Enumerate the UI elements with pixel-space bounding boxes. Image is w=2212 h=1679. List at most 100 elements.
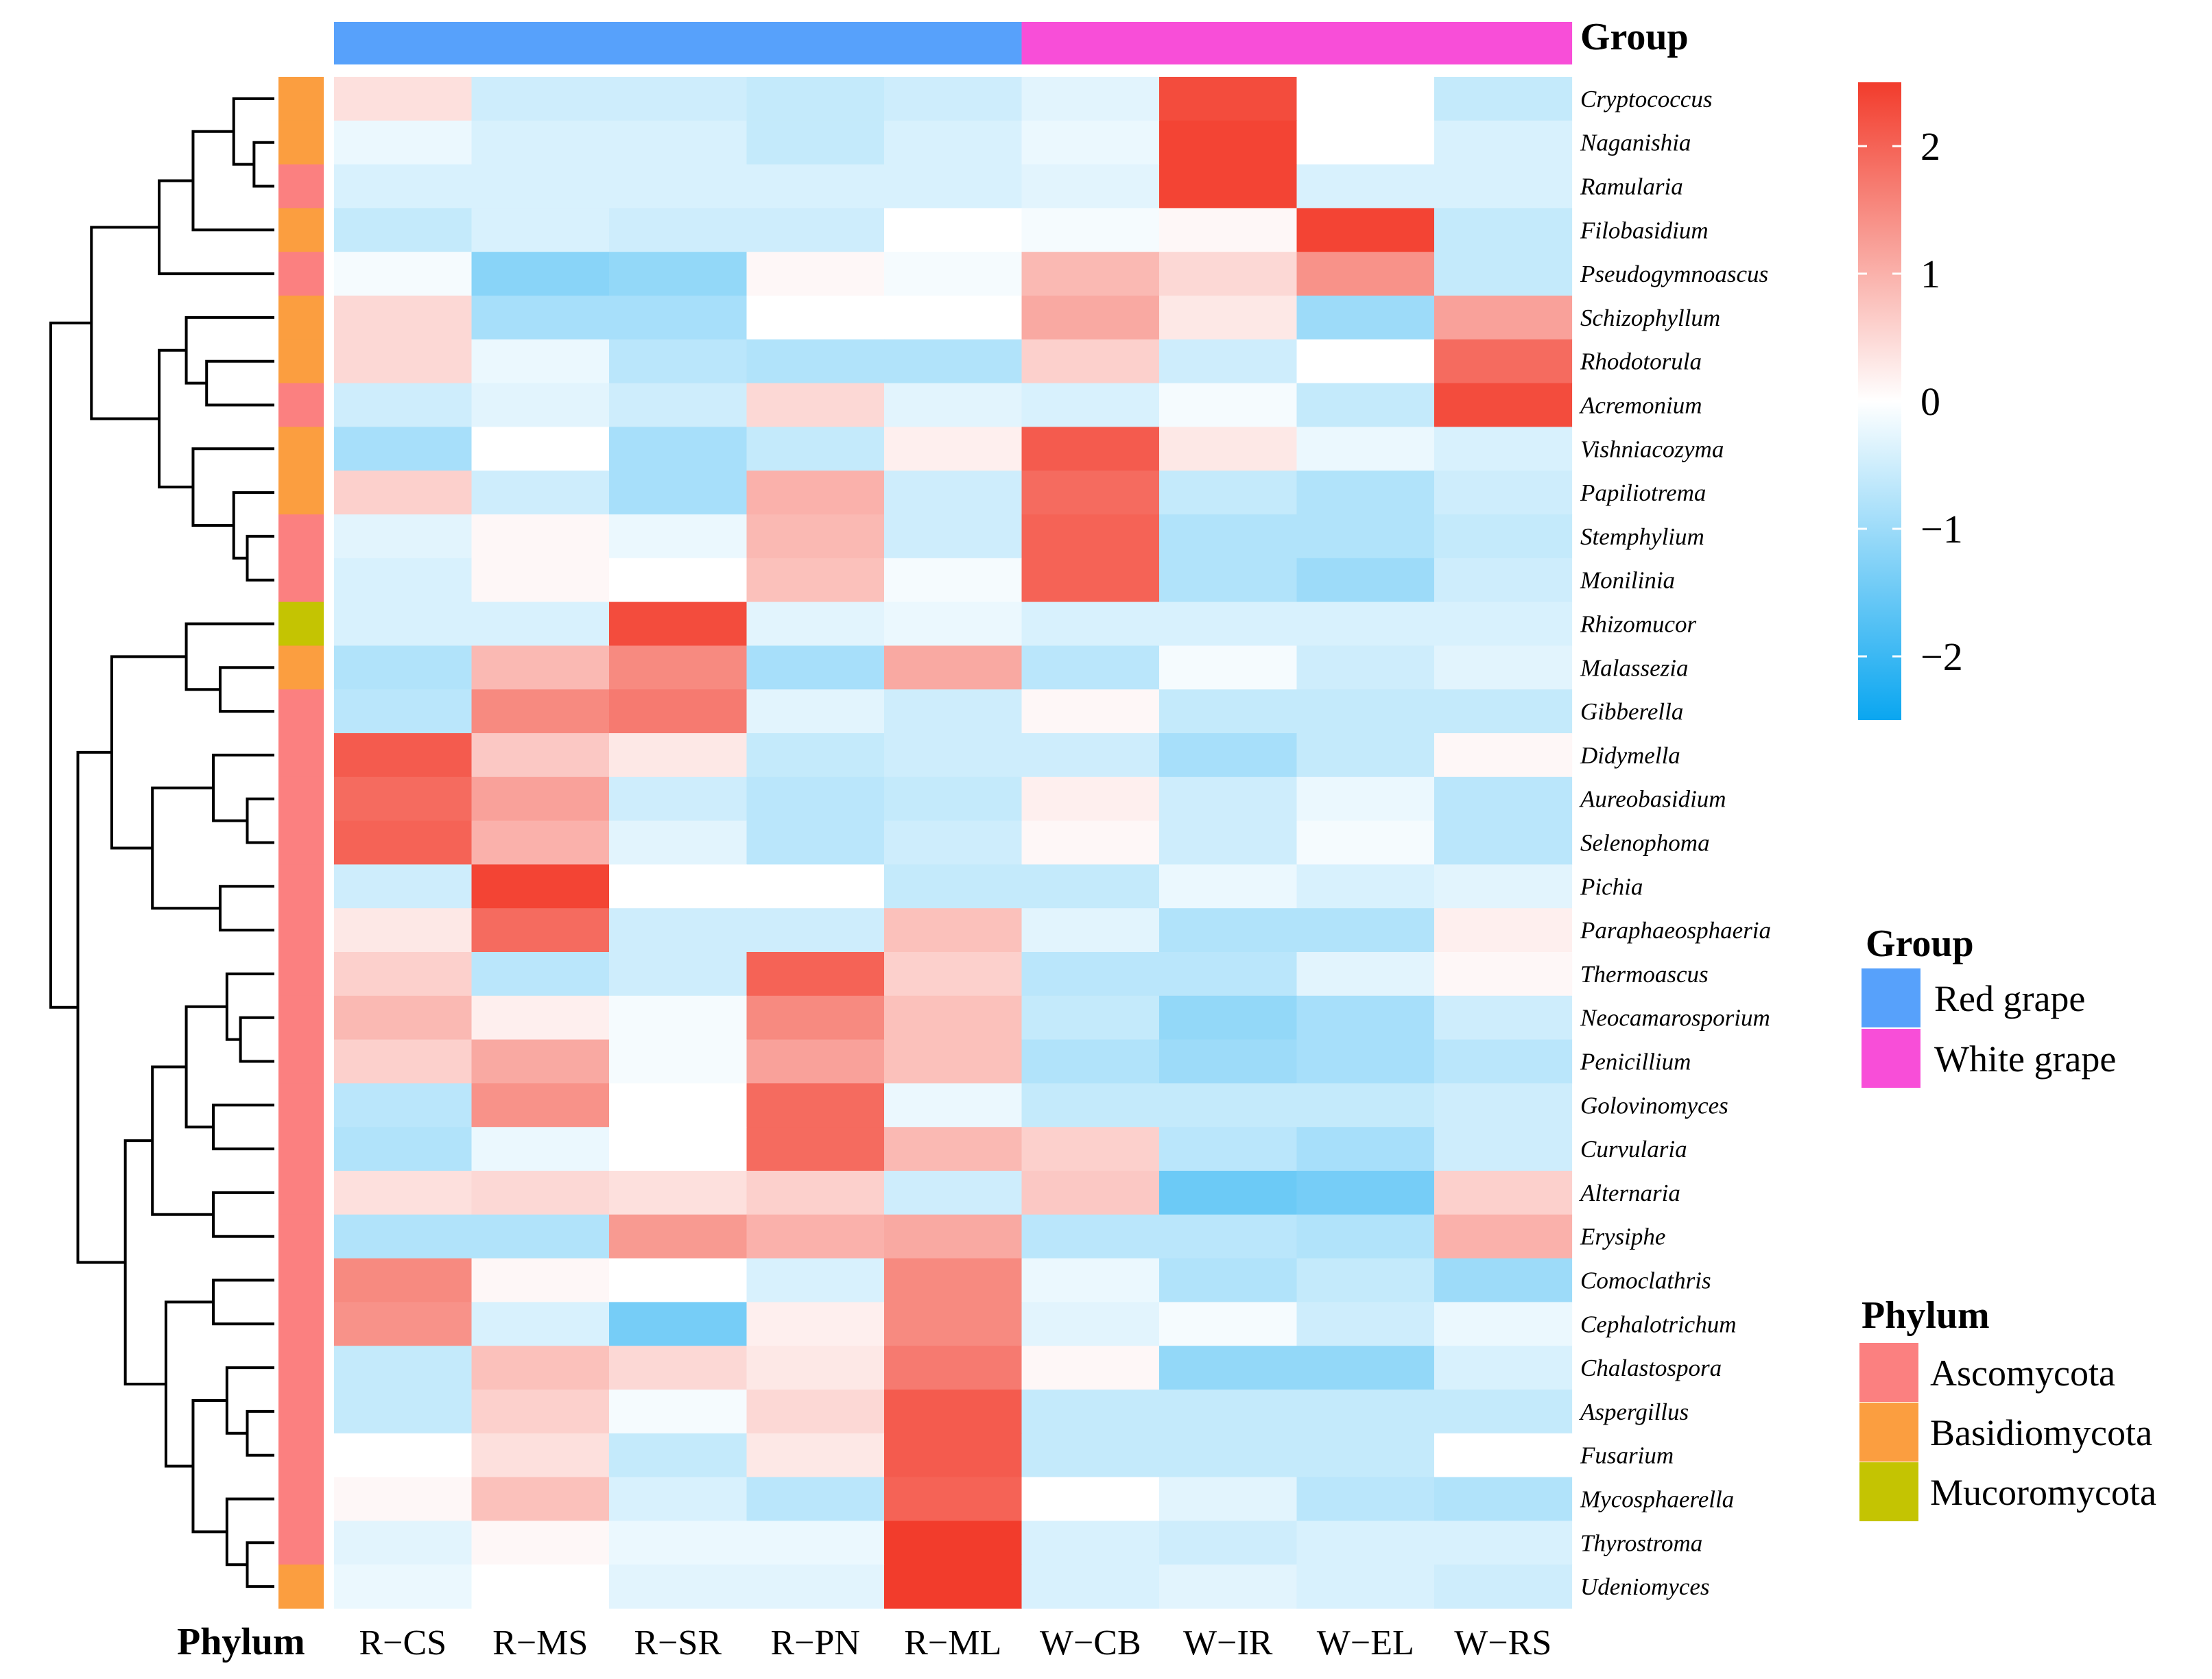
heatmap-cell <box>1159 77 1298 121</box>
heatmap-cell <box>609 1433 748 1478</box>
phylum-annotation-cell <box>278 252 324 296</box>
heatmap-cell <box>884 1258 1023 1302</box>
heatmap-cell <box>471 164 610 209</box>
heatmap-cell <box>471 296 610 340</box>
group-annotation-cell <box>609 22 748 64</box>
heatmap-cell <box>746 296 885 340</box>
heatmap-cell <box>1296 427 1435 471</box>
heatmap-cell <box>1296 645 1435 690</box>
color-scale-ticks: 2 1 0 −1 −2 <box>1858 124 1963 679</box>
heatmap-cell <box>471 1477 610 1521</box>
heatmap-cell <box>334 864 473 909</box>
heatmap-cell <box>1296 1258 1435 1302</box>
heatmap-cell <box>1296 383 1435 427</box>
heatmap-cell <box>884 733 1023 778</box>
heatmap-cell <box>884 208 1023 252</box>
color-scale-tick-label: 1 <box>1920 252 1940 296</box>
heatmap-cell <box>884 558 1023 603</box>
heatmap-cell <box>334 383 473 427</box>
row-label: Golovinomyces <box>1580 1092 1728 1119</box>
group-annotation-cell <box>471 22 610 64</box>
heatmap-cell <box>609 820 748 865</box>
heatmap-cell <box>884 1433 1023 1478</box>
dendrogram-link <box>225 1497 274 1567</box>
heatmap-cell <box>334 164 473 209</box>
heatmap-cell <box>1434 864 1573 909</box>
heatmap-cell <box>609 1564 748 1609</box>
phylum-annotation-cell <box>278 296 324 340</box>
dendrogram-link <box>151 1065 214 1216</box>
heatmap-cell <box>1434 1390 1573 1434</box>
heatmap-cell <box>746 733 885 778</box>
heatmap-cell <box>746 1346 885 1390</box>
heatmap-cell <box>746 602 885 646</box>
heatmap-cell <box>1021 252 1160 296</box>
row-label: Erysiphe <box>1580 1224 1665 1250</box>
heatmap-cell <box>1434 120 1573 165</box>
heatmap-cell <box>471 77 610 121</box>
heatmap-cell <box>609 1083 748 1128</box>
heatmap-cell <box>471 1521 610 1565</box>
dendrogram-link <box>191 130 274 232</box>
heatmap-cell <box>609 339 748 384</box>
phylum-legend-label: Mucoromycota <box>1930 1472 2156 1513</box>
heatmap-cell <box>1434 1521 1573 1565</box>
heatmap-cell <box>334 995 473 1040</box>
phylum-annotation-bar <box>278 77 324 1609</box>
heatmap-cell <box>1296 120 1435 165</box>
heatmap-cell <box>1159 1564 1298 1609</box>
heatmap-cell <box>334 1214 473 1259</box>
heatmap-cell <box>1296 1302 1435 1346</box>
heatmap-cell <box>1159 776 1298 822</box>
dendrogram-link <box>151 786 220 910</box>
heatmap-cell <box>609 427 748 471</box>
group-legend: Group Red grape White grape <box>1862 922 2116 1088</box>
heatmap-cell <box>334 558 473 603</box>
heatmap-cell <box>334 645 473 690</box>
heatmap-cell <box>334 1083 473 1128</box>
heatmap-cell <box>609 120 748 165</box>
heatmap-cell <box>1159 164 1298 209</box>
heatmap-cell <box>746 339 885 384</box>
group-annotation-cell <box>1021 22 1160 64</box>
heatmap-cell <box>609 645 748 690</box>
color-scale-legend: 2 1 0 −1 −2 <box>1858 82 1963 720</box>
heatmap-cell <box>1159 733 1298 778</box>
heatmap-cell <box>1434 602 1573 646</box>
heatmap-cell <box>746 383 885 427</box>
heatmap-cell <box>334 689 473 734</box>
heatmap-cell <box>1021 1433 1160 1478</box>
row-label: Selenophoma <box>1580 830 1710 857</box>
row-label: Cephalotrichum <box>1580 1311 1736 1337</box>
phylum-annotation-cell <box>278 339 324 384</box>
heatmap-cell <box>884 1390 1023 1434</box>
dendrogram-link <box>123 1139 166 1386</box>
heatmap-cell <box>1434 471 1573 515</box>
heatmap-cell <box>1296 820 1435 865</box>
heatmap-cell <box>609 1127 748 1171</box>
heatmap-cell <box>1021 1258 1160 1302</box>
heatmap-cell <box>1434 1127 1573 1171</box>
heatmap-cell <box>884 1039 1023 1084</box>
group-legend-title: Group <box>1866 922 1974 965</box>
dendrogram-link <box>218 885 274 932</box>
heatmap-cell <box>884 776 1023 822</box>
heatmap-cell <box>884 252 1023 296</box>
heatmap-cell <box>1434 296 1573 340</box>
row-label: Naganishia <box>1580 130 1691 156</box>
heatmap-cell <box>1159 995 1298 1040</box>
dendrogram-link <box>164 1300 214 1468</box>
heatmap-cell <box>1296 1390 1435 1434</box>
heatmap-cell <box>746 908 885 953</box>
dendrogram-link <box>158 179 274 276</box>
heatmap-cell <box>884 1564 1023 1609</box>
heatmap-cell <box>884 645 1023 690</box>
group-annotation-cell <box>884 22 1023 64</box>
heatmap-cell <box>884 427 1023 471</box>
column-label: R−CS <box>359 1623 447 1663</box>
heatmap-cell <box>1159 339 1298 384</box>
heatmap-cell <box>884 1302 1023 1346</box>
heatmap-cell <box>334 1039 473 1084</box>
heatmap-cell <box>884 383 1023 427</box>
heatmap-cell <box>471 339 610 384</box>
